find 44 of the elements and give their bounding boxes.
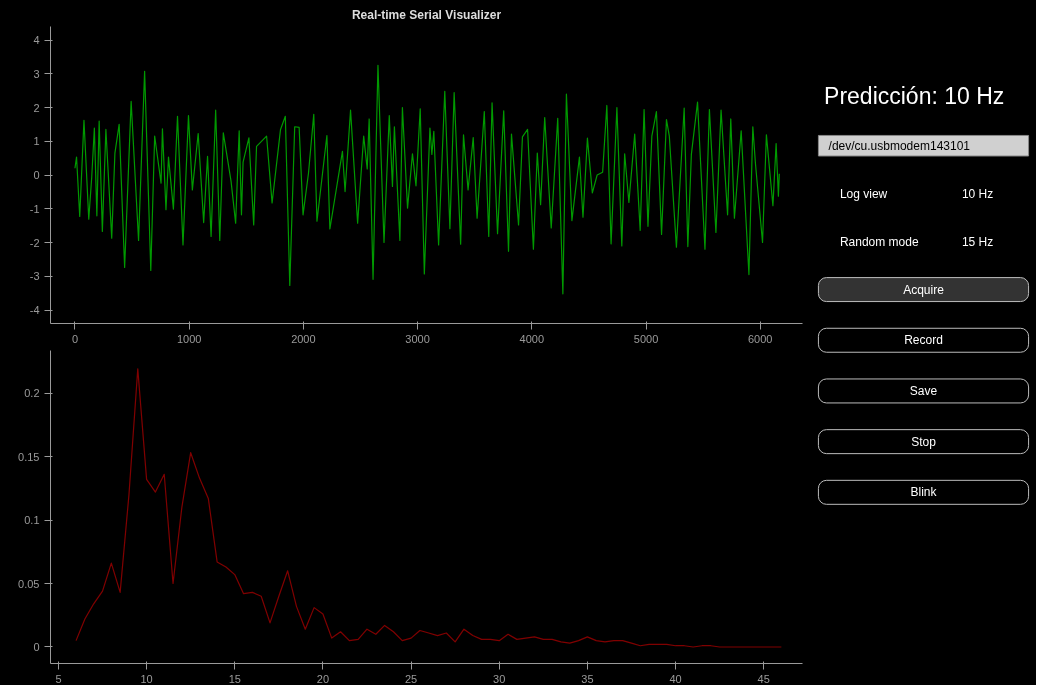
y-tick-label: -1 [29,202,40,215]
line-series [74,64,780,295]
x-tick-label: 2000 [291,332,316,345]
chart-title: Real-time Serial Visualizer [351,7,502,22]
y-tick-label: 2 [33,101,40,114]
x-tick-label: 4000 [519,332,545,345]
x-tick-label: 40 [669,672,682,685]
x-tick-label: 0 [71,332,79,345]
x-tick-label: 25 [404,672,418,685]
text: Acquire [903,282,945,297]
x-tick-label: 3000 [405,332,430,345]
text: Random mode [839,234,919,249]
x-tick-label: 10 [140,672,153,685]
y-tick-label: -2 [29,236,40,249]
y-tick-label: 0.05 [18,577,40,590]
text: Stop [911,434,937,449]
y-tick-label: 4 [33,34,40,46]
y-tick-label: -4 [29,304,40,316]
text: Record [904,333,943,348]
x-tick-label: 5000 [633,332,659,345]
text: /dev/cu.usbmodem143101 [828,138,971,153]
y-tick-label: -3 [29,270,40,283]
x-tick-label: 20 [316,672,330,685]
y-tick-label: 0.1 [24,514,40,527]
x-tick-label: 15 [228,672,241,685]
y-tick-label: 0 [33,169,40,181]
x-tick-label: 1000 [176,332,202,345]
y-tick-label: 1 [33,135,40,148]
text: Predicción: 10 Hz [824,83,1005,110]
x-tick-label: 45 [757,672,770,685]
y-tick-label: 0 [33,640,40,653]
x-tick-label: 5 [55,672,62,685]
y-tick-label: 0.2 [24,387,40,400]
y-tick-label: 0.15 [18,450,40,463]
x-tick-label: 35 [581,672,594,685]
x-tick-label: 30 [493,672,506,685]
text: Save [909,383,938,398]
text: Blink [910,485,938,500]
x-tick-label: 6000 [748,332,773,345]
text: 10 Hz [961,186,994,201]
text: 15 Hz [961,234,994,249]
text: Log view [839,186,888,201]
line-series [75,368,782,648]
y-tick-label: 3 [33,67,40,80]
